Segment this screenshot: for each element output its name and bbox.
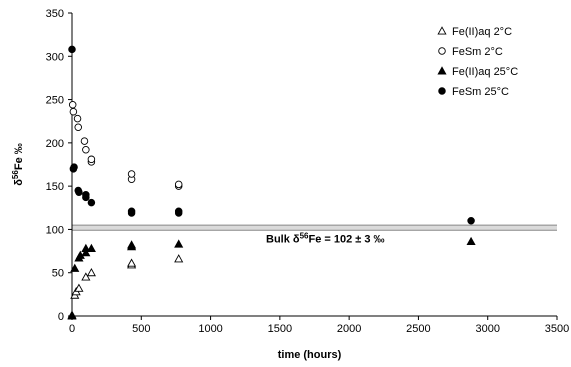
y-tick-label: 200: [46, 138, 64, 150]
data-point: [75, 188, 83, 196]
data-point: [68, 101, 77, 109]
data-point: [67, 311, 77, 320]
x-tick-label: 1000: [198, 323, 222, 335]
series-3: [68, 45, 475, 225]
data-point: [127, 170, 136, 178]
ticks: 0 500 1000 1500 2000 2500 3000 3500 0 50 100 150 200…: [46, 8, 570, 335]
data-point: [174, 239, 184, 248]
y-tick-label: 0: [58, 311, 64, 323]
legend-label: FeSm 2°C: [452, 46, 503, 58]
reference-band-layer: [72, 224, 557, 231]
data-point: [174, 180, 183, 189]
bulk-reference-band: [72, 225, 557, 231]
legend-marker: [438, 87, 446, 95]
data-point: [81, 272, 91, 281]
data-point: [73, 114, 82, 123]
x-tick-label: 2500: [406, 323, 430, 335]
bulk-annotation: Bulk δ56Fe = 102 ± 3 ‰: [266, 231, 385, 245]
legend-marker: [437, 26, 447, 35]
data-point: [81, 248, 91, 257]
data-point: [68, 45, 76, 54]
data-point: [70, 163, 78, 171]
data-point: [74, 123, 82, 132]
series-0: [67, 254, 184, 319]
legend-label: FeSm 25°C: [452, 86, 509, 98]
data-point: [87, 198, 96, 207]
data-point: [74, 283, 84, 292]
y-tick-label: 100: [46, 224, 64, 236]
legend: Fe(II)aq 2°C FeSm 2°C Fe(II)aq 25°C FeSm 25…: [437, 26, 518, 98]
data-point: [70, 263, 80, 272]
y-tick-label: 350: [46, 8, 64, 20]
y-tick-label: 150: [46, 181, 64, 193]
data-point: [80, 137, 89, 145]
data-point: [82, 146, 90, 154]
x-axis-title: time (hours): [278, 349, 342, 361]
x-tick-label: 2000: [337, 323, 361, 335]
data-point: [174, 254, 184, 263]
data-point: [69, 107, 78, 116]
data-point: [174, 207, 183, 215]
y-axis-title: δ56Fe ‰: [11, 143, 25, 185]
x-tick-label: 3500: [545, 323, 569, 335]
legend-marker: [438, 47, 446, 55]
data-point: [87, 155, 96, 164]
data-point: [127, 207, 136, 215]
data-point: [127, 240, 137, 249]
legend-label: Fe(II)aq 2°C: [452, 26, 512, 38]
data-point: [86, 267, 96, 277]
data-point: [466, 236, 476, 246]
axes: [71, 13, 557, 317]
legend-label: Fe(II)aq 25°C: [452, 66, 518, 78]
series-2: [67, 236, 476, 320]
x-tick-label: 500: [132, 323, 150, 335]
data-point: [86, 243, 96, 252]
x-tick-label: 1500: [268, 323, 292, 335]
data-point: [127, 258, 137, 267]
data-point: [467, 217, 475, 225]
x-tick-label: 3000: [475, 323, 499, 335]
series-1: [68, 101, 183, 190]
y-tick-label: 250: [46, 95, 64, 107]
y-tick-label: 300: [46, 51, 64, 63]
x-tick-label: 0: [69, 323, 75, 335]
data-marks: [67, 45, 476, 320]
data-point: [82, 193, 90, 202]
legend-marker: [437, 66, 447, 75]
y-tick-label: 50: [52, 268, 64, 280]
